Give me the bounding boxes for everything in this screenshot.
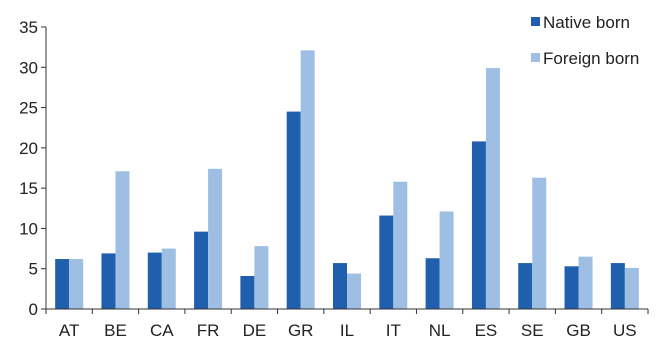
legend: Native born Foreign born (531, 13, 639, 68)
x-tick-label: FR (197, 321, 220, 340)
bar-native-born-gr (286, 111, 301, 309)
x-tick-label: AT (59, 321, 79, 340)
x-tick-label: CA (150, 321, 174, 340)
x-tick-label: DE (243, 321, 267, 340)
y-tick-label: 20 (19, 139, 38, 158)
bar-foreign-born-nl (439, 211, 454, 309)
y-tick-label: 10 (19, 219, 38, 238)
x-tick-label: ES (475, 321, 498, 340)
bar-foreign-born-se (532, 177, 547, 309)
bar-native-born-il (333, 263, 347, 309)
axes (45, 27, 649, 314)
bar-native-born-fr (194, 231, 209, 309)
y-tick-label: 0 (29, 300, 38, 319)
bar-foreign-born-it (393, 181, 408, 309)
bar-native-born-gb (564, 266, 579, 309)
bar-native-born-at (55, 259, 70, 309)
legend-swatch-foreign-born (531, 53, 540, 62)
bar-foreign-born-be (115, 171, 130, 309)
legend-swatch-native-born (531, 17, 540, 26)
y-tick-label: 15 (19, 179, 38, 198)
bar-foreign-born-us (624, 267, 639, 309)
y-axis-ticks: 0 5 10 15 20 25 30 35 (19, 18, 46, 319)
bar-native-born-ca (147, 252, 162, 309)
bar-foreign-born-de (254, 246, 269, 309)
bar-native-born-de (240, 275, 255, 309)
x-tick-label: IT (386, 321, 401, 340)
legend-label-foreign-born: Foreign born (543, 49, 639, 68)
y-tick-label: 5 (29, 260, 38, 279)
bars (55, 50, 639, 309)
bar-foreign-born-gb (578, 256, 593, 309)
bar-foreign-born-fr (208, 168, 223, 309)
x-tick-label: SE (521, 321, 544, 340)
x-tick-label: NL (429, 321, 451, 340)
bar-foreign-born-ca (161, 248, 176, 309)
y-tick-label: 25 (19, 99, 38, 118)
bar-native-born-it (379, 215, 394, 309)
y-tick-label: 35 (19, 18, 38, 37)
bar-foreign-born-at (69, 259, 84, 309)
x-tick-label: GB (566, 321, 591, 340)
bar-native-born-se (518, 263, 533, 309)
x-tick-label: US (613, 321, 637, 340)
bar-native-born-nl (425, 258, 440, 309)
y-tick-label: 30 (19, 58, 38, 77)
bar-native-born-us (610, 263, 625, 309)
bar-native-born-be (101, 253, 116, 309)
bar-foreign-born-il (347, 273, 361, 309)
x-tick-label: IL (340, 321, 354, 340)
x-tick-label: BE (104, 321, 127, 340)
legend-label-native-born: Native born (543, 13, 630, 32)
x-tick-label: GR (288, 321, 314, 340)
bar-foreign-born-gr (300, 50, 315, 309)
bar-native-born-es (471, 141, 486, 309)
bar-foreign-born-es (485, 68, 500, 309)
x-axis-labels: AT BE CA FR DE GR IL IT NL ES SE GB US (59, 321, 637, 340)
